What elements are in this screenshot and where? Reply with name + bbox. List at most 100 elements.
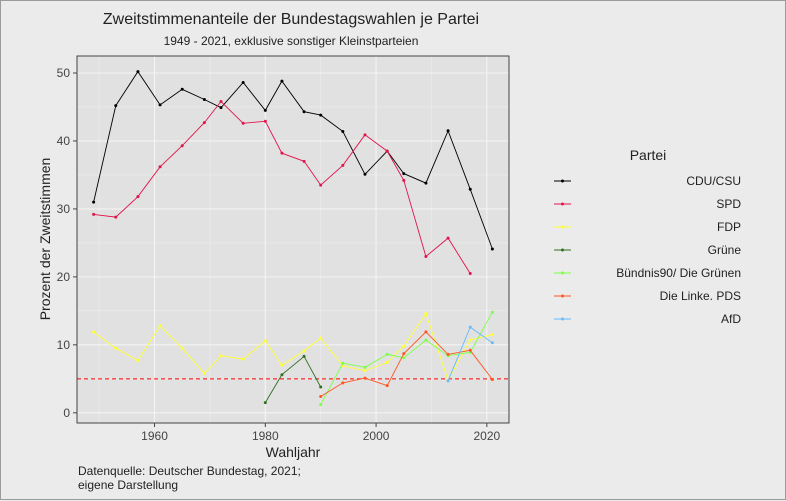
data-point-spd: [402, 178, 406, 182]
grid-minor: [77, 56, 509, 423]
data-point-spd: [302, 159, 306, 163]
data-point-spd: [241, 121, 245, 125]
legend-label-fdp: FDP: [717, 220, 741, 234]
data-point-die-linke-pds: [402, 352, 406, 356]
data-point-cdu-csu: [363, 172, 367, 176]
data-point-fdp: [180, 346, 184, 350]
data-point-fdp: [280, 363, 284, 367]
data-point-die-linke-pds: [319, 394, 323, 398]
data-point-die-linke-pds: [490, 378, 494, 382]
data-point-fdp: [158, 324, 162, 328]
y-tick-label: 50: [57, 66, 71, 80]
data-point-cdu-csu: [114, 104, 118, 108]
data-point-fdp: [219, 354, 223, 358]
data-point-fdp: [136, 358, 140, 362]
data-point-die-linke-pds: [424, 330, 428, 334]
caption-line-1: Datenquelle: Deutscher Bundestag, 2021;: [78, 464, 301, 478]
data-point-fdp: [490, 333, 494, 337]
data-point-cdu-csu: [319, 113, 323, 117]
data-point-grune: [319, 385, 323, 389]
data-point-spd: [468, 271, 472, 275]
data-point-fdp: [241, 357, 245, 361]
x-axis: 1960 1980 2000 2020: [141, 423, 501, 443]
data-point-spd: [180, 144, 184, 148]
data-point-die-linke-pds: [341, 381, 345, 385]
x-tick-label: 1960: [141, 429, 168, 443]
data-point-cdu-csu: [136, 70, 140, 74]
data-point-cdu-csu: [424, 181, 428, 185]
legend-label-bundnis90-die-grunen: Bündnis90/ Die Grünen: [616, 266, 741, 280]
data-point-spd: [424, 254, 428, 258]
data-point-bundnis90-die-grunen: [319, 403, 323, 407]
data-point-spd: [363, 133, 367, 137]
legend: CDU/CSU SPD FDP Grüne Bündnis90/ Die Grünen D…: [554, 174, 741, 326]
data-point-bundnis90-die-grunen: [490, 310, 494, 314]
data-point-fdp: [402, 344, 406, 348]
series-cdu-csu: [92, 70, 494, 251]
data-point-grune: [280, 373, 284, 377]
legend-title: Partei: [630, 147, 667, 163]
series-grune: [263, 354, 323, 405]
data-point-cdu-csu: [158, 103, 162, 107]
legend-key-point: [561, 202, 564, 206]
grid-major: [77, 56, 509, 423]
data-point-afd: [446, 379, 450, 383]
data-point-spd: [280, 151, 284, 155]
data-point-cdu-csu: [263, 108, 267, 112]
data-point-cdu-csu: [280, 79, 284, 83]
data-point-fdp: [202, 371, 206, 375]
legend-item-spd: SPD: [554, 197, 741, 211]
data-point-cdu-csu: [468, 187, 472, 191]
x-tick-label: 1980: [252, 429, 279, 443]
legend-label-spd: SPD: [716, 197, 741, 211]
data-point-cdu-csu: [341, 129, 345, 133]
plot-panel: [77, 56, 509, 423]
data-point-spd: [92, 212, 96, 216]
x-tick-label: 2020: [473, 429, 500, 443]
chart-title: Zweitstimmenanteile der Bundestagswahlen…: [103, 11, 479, 28]
data-point-cdu-csu: [302, 110, 306, 114]
data-point-cdu-csu: [180, 87, 184, 91]
data-point-fdp: [263, 339, 267, 343]
legend-label-die-linke-pds: Die Linke. PDS: [660, 289, 741, 303]
data-point-fdp: [363, 369, 367, 373]
data-point-spd: [158, 165, 162, 169]
legend-key-point: [561, 248, 564, 252]
legend-label-cdu-csu: CDU/CSU: [686, 174, 741, 188]
legend-label-afd: AfD: [721, 312, 741, 326]
data-point-grune: [302, 354, 306, 358]
data-point-die-linke-pds: [446, 352, 450, 356]
data-point-die-linke-pds: [385, 384, 389, 388]
legend-key-point: [561, 225, 564, 229]
legend-label-grune: Grüne: [708, 243, 742, 257]
series-line-fdp: [93, 312, 493, 382]
data-point-fdp: [92, 330, 96, 334]
data-point-bundnis90-die-grunen: [363, 365, 367, 369]
data-point-spd: [341, 163, 345, 167]
data-point-fdp: [468, 338, 472, 342]
legend-item-afd: AfD: [554, 312, 741, 326]
data-point-cdu-csu: [402, 172, 406, 176]
data-point-spd: [263, 119, 267, 123]
data-point-cdu-csu: [92, 200, 96, 204]
series-die-linke-pds: [319, 330, 494, 398]
series-line-cdu-csu: [93, 70, 493, 250]
data-point-spd: [219, 100, 223, 104]
caption-line-2: eigene Darstellung: [78, 478, 178, 492]
y-tick-label: 20: [57, 270, 71, 284]
data-point-spd: [385, 149, 389, 153]
data-point-cdu-csu: [241, 81, 245, 85]
data-point-cdu-csu: [446, 129, 450, 133]
data-point-die-linke-pds: [468, 348, 472, 352]
data-point-fdp: [114, 346, 118, 350]
data-point-bundnis90-die-grunen: [341, 361, 345, 365]
series-layer: [92, 70, 494, 407]
series-line-grune: [264, 355, 322, 403]
legend-key-point: [561, 317, 564, 321]
data-point-spd: [114, 215, 118, 219]
y-tick-label: 40: [57, 134, 71, 148]
legend-key-point: [561, 271, 564, 275]
y-axis-title: Prozent der Zweitstimmen: [37, 158, 53, 321]
